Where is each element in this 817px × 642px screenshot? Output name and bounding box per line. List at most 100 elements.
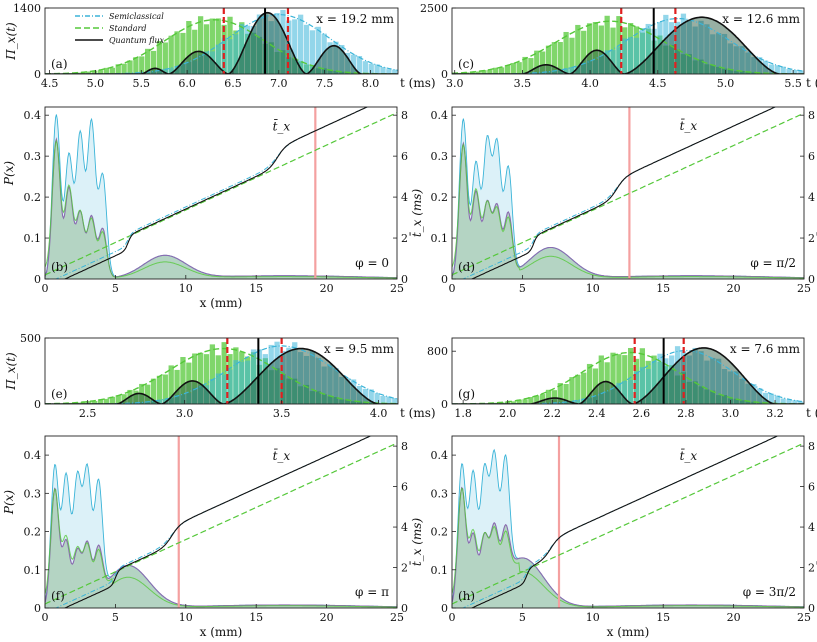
- quantum-flux-fill: [452, 347, 804, 404]
- y-tick-label: 1400: [13, 2, 41, 15]
- semiclassical-hist-bar: [280, 350, 286, 404]
- semiclassical-hist-bar: [657, 353, 663, 404]
- semiclassical-hist-bar: [233, 34, 239, 74]
- y2-tick-label: 0: [401, 273, 408, 286]
- quantum-flux-curve: [452, 16, 804, 74]
- x-tick-label: 2.0: [499, 407, 517, 420]
- y2-tick-label: 0: [808, 273, 815, 286]
- standard-hist-bar: [616, 354, 622, 404]
- semiclassical-hist-bar: [350, 54, 357, 74]
- semiclassical-hist-bar: [180, 63, 186, 74]
- y-tick-label: 0: [34, 602, 41, 615]
- semiclassical-hist-bar: [245, 360, 251, 404]
- semiclassical-hist-bar: [586, 60, 593, 74]
- panel-label: (c): [458, 57, 474, 71]
- semiclassical-hist-bar: [639, 28, 645, 74]
- semiclassical-hist-bar: [274, 341, 280, 404]
- standard-hist-bar: [133, 57, 139, 74]
- semiclassical-hist-bar: [721, 33, 728, 74]
- standard-hist-bar: [586, 23, 593, 74]
- y-axis-label: Π_x(t): [4, 352, 18, 391]
- x-tick-label: 20: [320, 611, 334, 624]
- y-tick-label: 0.1: [24, 232, 42, 245]
- x-tick-label: 25: [390, 611, 404, 624]
- plot-frame: [44, 106, 398, 280]
- standard-hist-bar: [551, 42, 557, 74]
- standard-hist-bar: [209, 344, 216, 404]
- mean-time-curve-label: t̄_x: [680, 448, 698, 464]
- x-tick-label: 0: [42, 282, 49, 295]
- semiclassical-hist-bar: [610, 388, 616, 404]
- semiclassical-hist-bar: [315, 26, 321, 74]
- semiclassical-hist-bar: [156, 399, 163, 404]
- semiclassical-hist-bar: [150, 71, 157, 74]
- standard-hist-bar: [522, 399, 528, 404]
- standard-hist-bar: [475, 71, 481, 74]
- semiclassical-hist-bar: [733, 46, 739, 74]
- standard-hist-bar: [121, 63, 127, 74]
- y-tick-label: 0: [34, 398, 41, 411]
- semiclassical-hist-bar: [733, 371, 739, 404]
- standard-hist-bar: [510, 62, 516, 74]
- x-axis-label: x (mm): [607, 625, 650, 639]
- x-tick-label: 3.2: [766, 407, 784, 420]
- quantum-density-curve: [452, 486, 804, 608]
- standard-hist-bar: [209, 18, 216, 74]
- semiclassical-hist-bar: [356, 56, 363, 74]
- semiclassical-hist-bar: [716, 358, 722, 404]
- standard-hist-bar: [156, 375, 163, 404]
- semiclassical-hist-bar: [239, 23, 245, 74]
- mean-time-curve-label: t̄_x: [273, 118, 291, 134]
- standard-hist-bar: [80, 72, 86, 74]
- phase-label: φ = 3π/2: [743, 585, 796, 599]
- semiclassical-hist-bar: [350, 379, 357, 404]
- y-tick-label: 0.2: [431, 191, 449, 204]
- x-tick-label: 1.8: [454, 407, 472, 420]
- plot-frame: [44, 7, 399, 75]
- semiclassical-hist-bar: [321, 33, 327, 74]
- semiclassical-hist-bar: [145, 401, 151, 404]
- y2-tick-label: 6: [401, 150, 408, 163]
- y-tick-label: 0.3: [24, 150, 42, 163]
- standard-hist-bar: [586, 363, 593, 404]
- standard-hist-bar: [516, 399, 522, 404]
- semiclassical-hist-bar: [692, 347, 698, 404]
- x-tick-label: 20: [320, 282, 334, 295]
- semiclassical-hist-bar: [233, 360, 239, 404]
- semiclassical-hist-bar: [303, 24, 310, 74]
- semiclassical-hist-bar: [663, 358, 669, 404]
- semiclassical-hist-bar: [268, 21, 274, 74]
- semiclassical-hist-bar: [139, 402, 145, 404]
- semiclassical-hist-bar: [180, 394, 186, 404]
- semiclassical-hist-bar: [745, 383, 751, 404]
- y-tick-label: 0.4: [431, 109, 449, 122]
- semiclassical-hist-bar: [145, 71, 151, 74]
- semiclassical-hist-bar: [356, 385, 363, 404]
- y2-tick-label: 8: [808, 440, 815, 453]
- x-tick-label: 5.5: [784, 77, 802, 90]
- standard-hist-bar: [192, 353, 198, 404]
- x-tick-label: 2.5: [79, 407, 97, 420]
- standard-hist-bar: [180, 32, 186, 74]
- semiclassical-hist-bar: [250, 349, 257, 404]
- standard-hist-bar: [103, 398, 110, 404]
- semiclassical-curve: [45, 14, 398, 74]
- semiclassical-hist-bar: [209, 51, 216, 74]
- standard-hist-bar: [109, 396, 115, 404]
- semiclassical-hist-bar: [762, 392, 769, 404]
- legend-label: Quantum flux: [109, 36, 165, 45]
- semiclassical-hist-bar: [645, 23, 651, 74]
- semiclassical-hist-bar: [592, 59, 599, 74]
- semiclassical-hist-bar: [192, 60, 198, 74]
- standard-hist-bar: [162, 374, 168, 404]
- x-tick-label: 15: [249, 282, 263, 295]
- y-axis-label: Π_x(t): [4, 22, 18, 61]
- x-tick-label: 10: [179, 611, 193, 624]
- standard-hist-bar: [551, 390, 557, 404]
- y-tick-label: 0: [441, 602, 448, 615]
- panel-label: (e): [51, 387, 67, 401]
- semiclassical-hist-bar: [786, 399, 792, 404]
- x-tick-label: 15: [656, 282, 670, 295]
- semiclassical-hist-bar: [339, 376, 345, 404]
